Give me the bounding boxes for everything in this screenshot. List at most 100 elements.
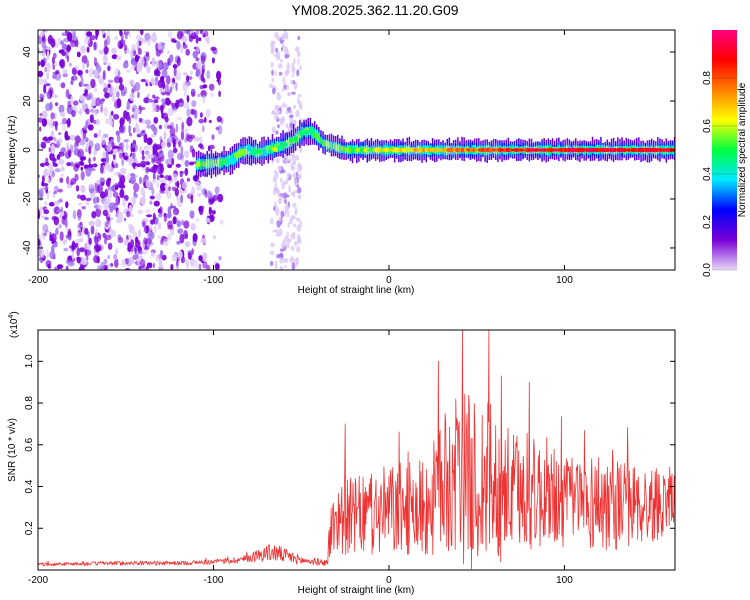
spectrogram-cell (282, 44, 286, 49)
spectrogram-cell (98, 129, 101, 138)
spectrogram-cell (39, 94, 45, 99)
spectrogram-cell (343, 147, 345, 152)
spectrogram-cell (176, 220, 182, 228)
spectrogram-cell (112, 113, 120, 120)
spectrogram-cell (117, 70, 121, 78)
spectrogram-cell (109, 120, 114, 127)
spectrogram-cell (272, 175, 278, 183)
spectrogram-cell (51, 56, 55, 64)
spectrogram-cell (87, 124, 94, 131)
spectrogram-cell (215, 126, 219, 131)
spectrogram-cell (95, 243, 100, 253)
spectrogram-cell (162, 79, 165, 90)
spectrogram-cell (113, 171, 119, 176)
spectrogram-cell (81, 206, 86, 210)
spectrogram-cell (66, 55, 70, 63)
spectrogram-cell (288, 137, 293, 143)
spectrogram-cell (53, 158, 57, 162)
spectrogram-cell (158, 213, 163, 218)
spectrogram-cell (130, 50, 134, 60)
spectrogram-cell (115, 204, 120, 208)
spectrogram-cell (175, 265, 181, 270)
spectrogram-cell (197, 93, 200, 98)
spectrogram-cell (297, 173, 302, 178)
spectrogram-cell (81, 101, 85, 111)
spectrogram-cell (66, 142, 70, 148)
spectrogram-cell (62, 124, 66, 132)
spectrogram-cell (106, 30, 111, 38)
spectrogram-cell (284, 209, 290, 215)
spectrogram-cell (182, 72, 188, 76)
spectrogram-cell (296, 69, 300, 77)
spectrogram-cell (271, 77, 275, 83)
spectrogram-cell (44, 216, 49, 221)
spectrogram-cell (610, 148, 613, 152)
spectrogram-cell (175, 82, 178, 91)
spectrogram-cell (175, 99, 180, 108)
spectrogram-cell (156, 174, 160, 181)
spectrogram-cell (131, 107, 135, 112)
spectrogram-cell (171, 102, 176, 108)
spectrogram-cell (88, 68, 94, 78)
spectrogram-cell (42, 186, 49, 191)
spectrogram-cell (119, 124, 125, 133)
spectrogram-cell (144, 32, 151, 42)
spectrogram-cell (298, 130, 304, 136)
spectrogram-cell (66, 162, 72, 167)
spectrogram-cell (196, 184, 202, 191)
spectrogram-cell (125, 111, 130, 122)
spectrogram-cell (176, 40, 181, 50)
spectrogram-cell (292, 172, 298, 179)
spectrogram-cell (107, 242, 113, 250)
spectrogram-cell (288, 139, 291, 146)
spectrogram-cell (83, 130, 88, 134)
spectrogram-cell (101, 98, 105, 102)
spectrogram-cell (190, 223, 196, 231)
spectrogram-cell (150, 33, 157, 43)
spectrogram-cell (77, 232, 80, 237)
spectrogram-cell (120, 174, 126, 185)
spectrogram-cell (272, 229, 278, 233)
spectrogram-cell (145, 161, 151, 166)
spectrogram-cell (80, 171, 85, 181)
spectrogram-cell (294, 209, 298, 216)
spectrogram-cell (296, 233, 301, 242)
spectrogram-cell (168, 180, 172, 184)
spectrogram-cell (150, 77, 154, 85)
spectrogram-cell (169, 86, 173, 93)
spectrogram-cell (613, 148, 616, 152)
spectrogram-cell (79, 138, 86, 146)
spectrogram-cell (183, 91, 188, 97)
spectrogram-cell (40, 249, 45, 259)
colorbar: 0.0 0.2 0.4 0.6 0.8 Normalized spectral ampl… (702, 30, 748, 277)
spectrogram-cell (345, 147, 347, 152)
spectrogram-cell (249, 148, 258, 156)
spectrogram-cell (105, 234, 112, 241)
spectrogram-cell (283, 85, 287, 90)
spectrogram-cell (100, 261, 105, 270)
spectrogram-cell (155, 76, 158, 82)
spectrogram-cell (297, 36, 301, 40)
colorbar-tick-label: 0.2 (702, 215, 713, 229)
spectrogram-cell (285, 104, 288, 108)
spectrogram-cell (276, 219, 282, 228)
spectrogram-cell (290, 79, 294, 85)
spectrogram-cell (152, 212, 156, 222)
spectrogram-cell (274, 112, 279, 120)
spectrogram-cell (138, 117, 143, 123)
spectrogram-cell (195, 68, 201, 77)
spectrogram-cell (652, 148, 655, 152)
spectrogram-cell (167, 107, 174, 117)
spectrogram-cell (40, 141, 47, 149)
spectrogram-cell (115, 196, 119, 205)
spectrogram-cell (174, 181, 180, 187)
spectrogram-cell (145, 52, 150, 57)
spectrogram-cell (51, 170, 56, 178)
spectrogram-cell (78, 224, 83, 228)
spectrogram-cell (85, 85, 92, 91)
snr-x-label: Height of straight line (km) (298, 585, 415, 596)
spectrogram-cell (75, 242, 79, 248)
spectrogram-cell (44, 30, 49, 33)
spectrogram-cell (108, 202, 116, 210)
colorbar-label: Normalized spectral amplitude (737, 82, 748, 217)
